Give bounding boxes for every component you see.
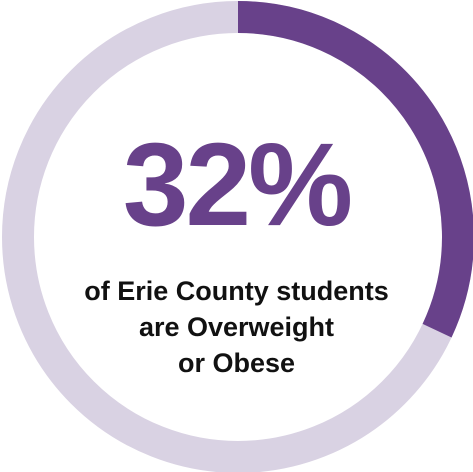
caption-line-1: of Erie County students [84,276,389,306]
caption-line-3: or Obese [177,348,296,378]
caption: of Erie County students are Overweight o… [0,273,473,381]
caption-line-2: are Overweight [138,312,335,342]
percentage-value: 32% [122,119,353,251]
donut-slice-overweight-obese [237,1,473,338]
